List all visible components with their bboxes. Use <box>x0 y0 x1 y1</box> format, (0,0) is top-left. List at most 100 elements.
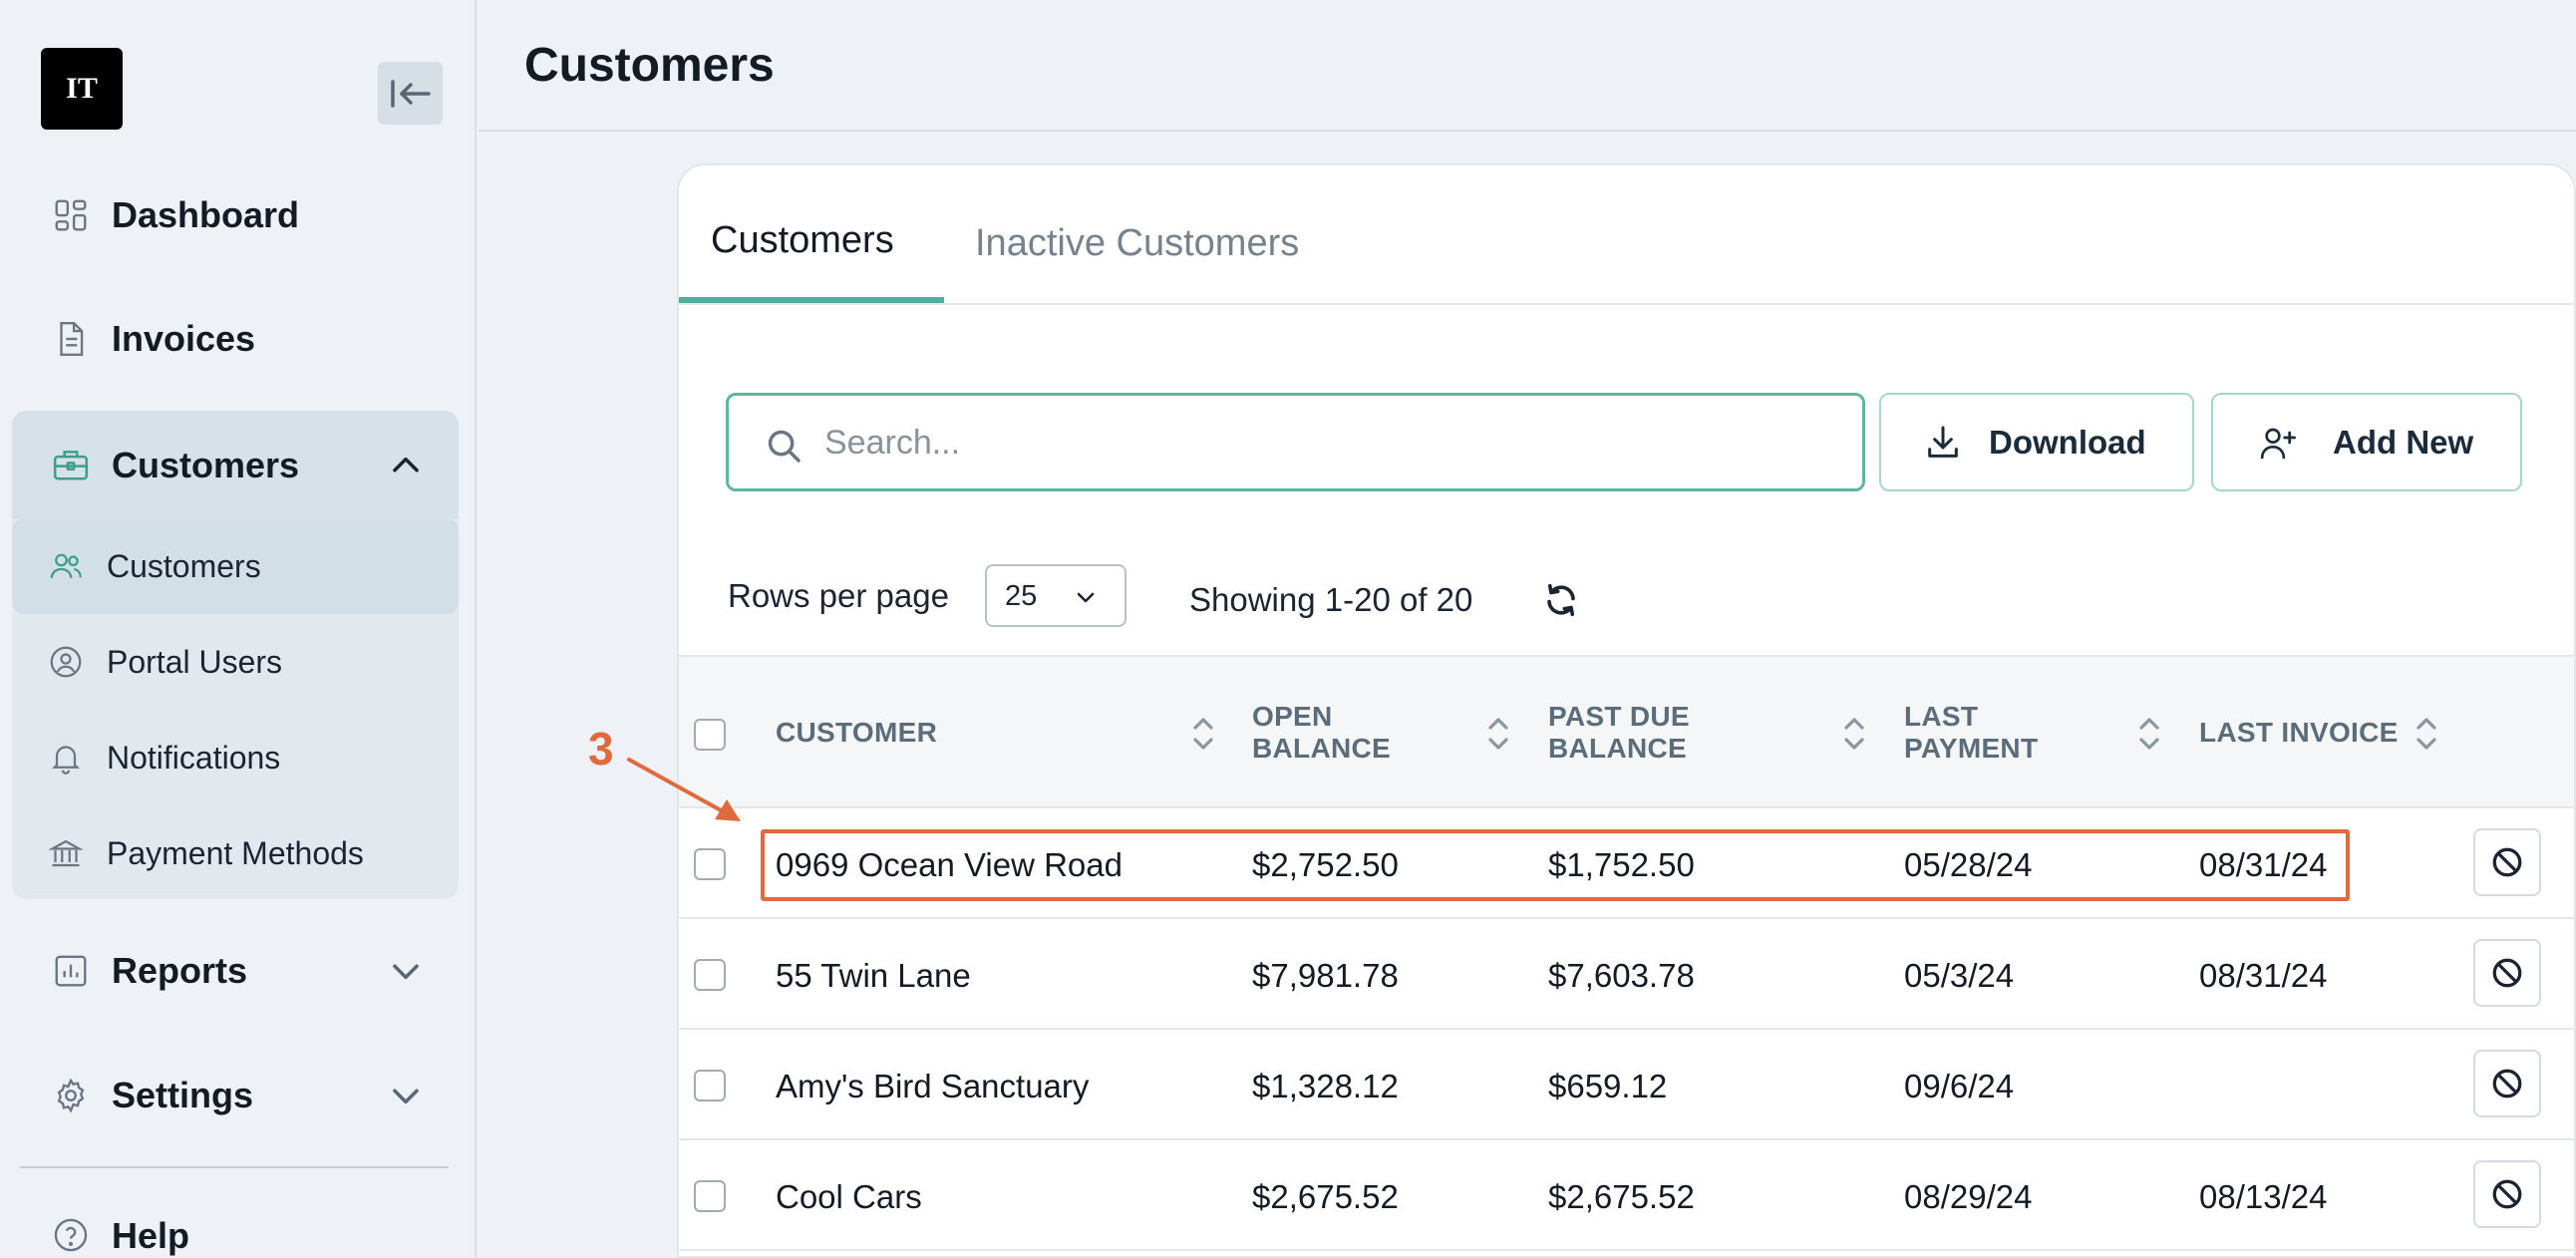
sidebar-subitem-customers[interactable]: Customers <box>12 518 459 614</box>
app-logo[interactable]: IT <box>41 48 123 130</box>
deactivate-button[interactable] <box>2473 1050 2541 1117</box>
cell-last-payment: 05/3/24 <box>1904 957 2015 994</box>
cell-past-due: $2,675.52 <box>1548 1178 1695 1215</box>
collapse-sidebar-button[interactable] <box>378 62 443 125</box>
users-icon <box>50 553 82 579</box>
sidebar-item-label: Reports <box>112 950 248 991</box>
sort-icon[interactable] <box>2415 714 2438 754</box>
row-checkbox[interactable] <box>694 1070 726 1101</box>
sidebar-item-dashboard[interactable]: Dashboard <box>12 161 459 269</box>
table-row[interactable]: 55 Twin Lane $7,981.78 $7,603.78 05/3/24… <box>679 919 2574 1030</box>
cell-customer[interactable]: Cool Cars <box>776 1178 922 1215</box>
top-header: Customers <box>479 0 2576 132</box>
table-header: CUSTOMER OPEN BALANCE PAST DUE BALANCE L… <box>679 655 2574 808</box>
sidebar-item-label: Help <box>112 1215 190 1256</box>
sidebar-item-reports[interactable]: Reports <box>12 917 459 1025</box>
row-checkbox[interactable] <box>694 959 726 991</box>
sidebar-divider <box>20 1166 449 1168</box>
tab-inactive-customers[interactable]: Inactive Customers <box>975 222 1300 264</box>
tab-customers[interactable]: Customers <box>711 219 894 261</box>
cell-last-invoice: 08/31/24 <box>2199 957 2328 994</box>
customers-card: Customers Inactive Customers Download Ad… <box>677 163 2576 1258</box>
download-button[interactable]: Download <box>1879 393 2194 491</box>
add-user-icon <box>2260 428 2296 459</box>
sidebar-item-label: Customers <box>112 445 300 485</box>
document-icon <box>60 321 84 357</box>
cell-customer[interactable]: Amy's Bird Sanctuary <box>776 1068 1090 1104</box>
chart-icon <box>55 955 87 987</box>
row-checkbox[interactable] <box>694 848 726 880</box>
active-tab-indicator <box>679 297 944 303</box>
collapse-left-icon <box>390 79 431 108</box>
block-icon <box>2492 1179 2522 1209</box>
table-row[interactable]: Amy's Bird Sanctuary $1,328.12 $659.12 0… <box>679 1030 2574 1140</box>
sidebar-item-settings[interactable]: Settings <box>12 1042 459 1149</box>
cell-open-balance: $1,328.12 <box>1252 1068 1399 1104</box>
cell-customer[interactable]: 0969 Ocean View Road <box>776 846 1123 883</box>
deactivate-button[interactable] <box>2473 1160 2541 1228</box>
add-new-label: Add New <box>2333 423 2474 461</box>
search-box[interactable] <box>726 393 1865 491</box>
cell-last-payment: 08/29/24 <box>1904 1178 2033 1215</box>
sidebar-subitem-portal-users[interactable]: Portal Users <box>12 614 459 710</box>
help-icon <box>54 1218 88 1252</box>
column-header-past-due-balance[interactable]: PAST DUE BALANCE <box>1548 701 1690 764</box>
gear-icon <box>57 1078 85 1113</box>
annotation-arrow-icon <box>627 758 741 821</box>
sort-icon[interactable] <box>1486 714 1510 754</box>
sidebar-subitem-label: Payment Methods <box>107 834 364 871</box>
sidebar-item-customers[interactable]: Customers <box>12 411 459 518</box>
chevron-down-icon <box>393 1089 419 1104</box>
rows-per-page-value: 25 <box>1005 580 1038 612</box>
tab-bar: Customers Inactive Customers <box>679 165 2574 305</box>
column-header-customer[interactable]: CUSTOMER <box>776 717 938 748</box>
select-all-checkbox[interactable] <box>694 719 726 751</box>
briefcase-icon <box>53 451 89 480</box>
bank-icon <box>48 839 84 867</box>
cell-open-balance: $2,675.52 <box>1252 1178 1399 1215</box>
deactivate-button[interactable] <box>2473 828 2541 896</box>
block-icon <box>2492 847 2522 877</box>
sidebar-item-invoices[interactable]: Invoices <box>12 285 459 393</box>
sidebar-item-help[interactable]: Help <box>12 1181 459 1258</box>
sort-icon[interactable] <box>1191 714 1215 754</box>
block-icon <box>2492 1069 2522 1099</box>
sidebar-item-label: Settings <box>112 1075 254 1115</box>
deactivate-button[interactable] <box>2473 939 2541 1007</box>
column-header-last-invoice[interactable]: LAST INVOICE <box>2199 717 2399 748</box>
chevron-down-icon <box>393 964 419 980</box>
sidebar-group-customers: Customers Customers Portal Users Notific… <box>12 411 459 899</box>
user-circle-icon <box>50 646 82 678</box>
sidebar-item-label: Invoices <box>112 318 256 359</box>
cell-last-payment: 05/28/24 <box>1904 846 2033 883</box>
showing-count: Showing 1-20 of 20 <box>1189 581 1473 618</box>
dashboard-icon <box>55 199 87 231</box>
search-input[interactable] <box>824 414 1821 472</box>
cell-past-due: $659.12 <box>1548 1068 1668 1104</box>
refresh-icon[interactable] <box>1543 582 1579 618</box>
column-header-last-payment[interactable]: LAST PAYMENT <box>1904 701 2039 764</box>
cell-last-payment: 09/6/24 <box>1904 1068 2015 1104</box>
cell-past-due: $7,603.78 <box>1548 957 1695 994</box>
download-icon <box>1928 426 1958 458</box>
sidebar-item-label: Dashboard <box>112 194 300 235</box>
sidebar-subitem-payment-methods[interactable]: Payment Methods <box>12 805 459 901</box>
sidebar: IT Dashboard Invoices Customers <box>0 0 477 1258</box>
table-row[interactable]: Cool Cars $2,675.52 $2,675.52 08/29/24 0… <box>679 1140 2574 1251</box>
sidebar-subitem-notifications[interactable]: Notifications <box>12 710 459 805</box>
chevron-up-icon <box>393 457 419 472</box>
cell-open-balance: $2,752.50 <box>1252 846 1399 883</box>
sort-icon[interactable] <box>1842 714 1866 754</box>
annotation-highlight-box <box>761 829 2350 901</box>
cell-open-balance: $7,981.78 <box>1252 957 1399 994</box>
row-checkbox[interactable] <box>694 1180 726 1212</box>
sidebar-subitem-label: Notifications <box>107 739 281 776</box>
cell-customer[interactable]: 55 Twin Lane <box>776 957 971 994</box>
logo-text: IT <box>66 72 98 105</box>
annotation-number: 3 <box>588 723 614 775</box>
add-new-button[interactable]: Add New <box>2211 393 2522 491</box>
rows-per-page-select[interactable]: 25 <box>985 564 1127 627</box>
column-header-open-balance[interactable]: OPEN BALANCE <box>1252 701 1391 764</box>
sort-icon[interactable] <box>2137 714 2161 754</box>
sidebar-subitem-label: Portal Users <box>107 643 283 680</box>
